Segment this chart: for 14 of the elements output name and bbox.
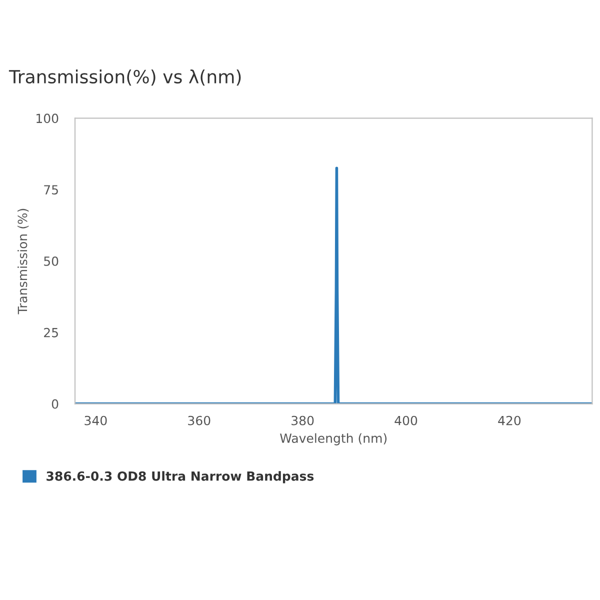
y-tick-label: 100 <box>36 114 58 124</box>
y-tick-label: 25 <box>44 328 58 338</box>
y-tick-label: 0 <box>52 399 58 409</box>
x-axis-title: Wavelength (nm) <box>280 433 387 446</box>
y-axis-title: Transmission (%) <box>18 208 29 314</box>
y-tick-label: 50 <box>44 256 58 266</box>
x-tick-label: 420 <box>498 416 521 426</box>
legend-label: 386.6-0.3 OD8 Ultra Narrow Bandpass <box>46 471 314 484</box>
x-tick-label: 340 <box>84 416 107 426</box>
x-tick-label: 380 <box>292 416 314 426</box>
chart-title: Transmission(%) vs λ(nm) <box>8 70 241 86</box>
y-tick-label: 75 <box>44 185 58 195</box>
x-tick-label: 360 <box>188 416 210 426</box>
x-tick-label: 400 <box>394 416 418 426</box>
